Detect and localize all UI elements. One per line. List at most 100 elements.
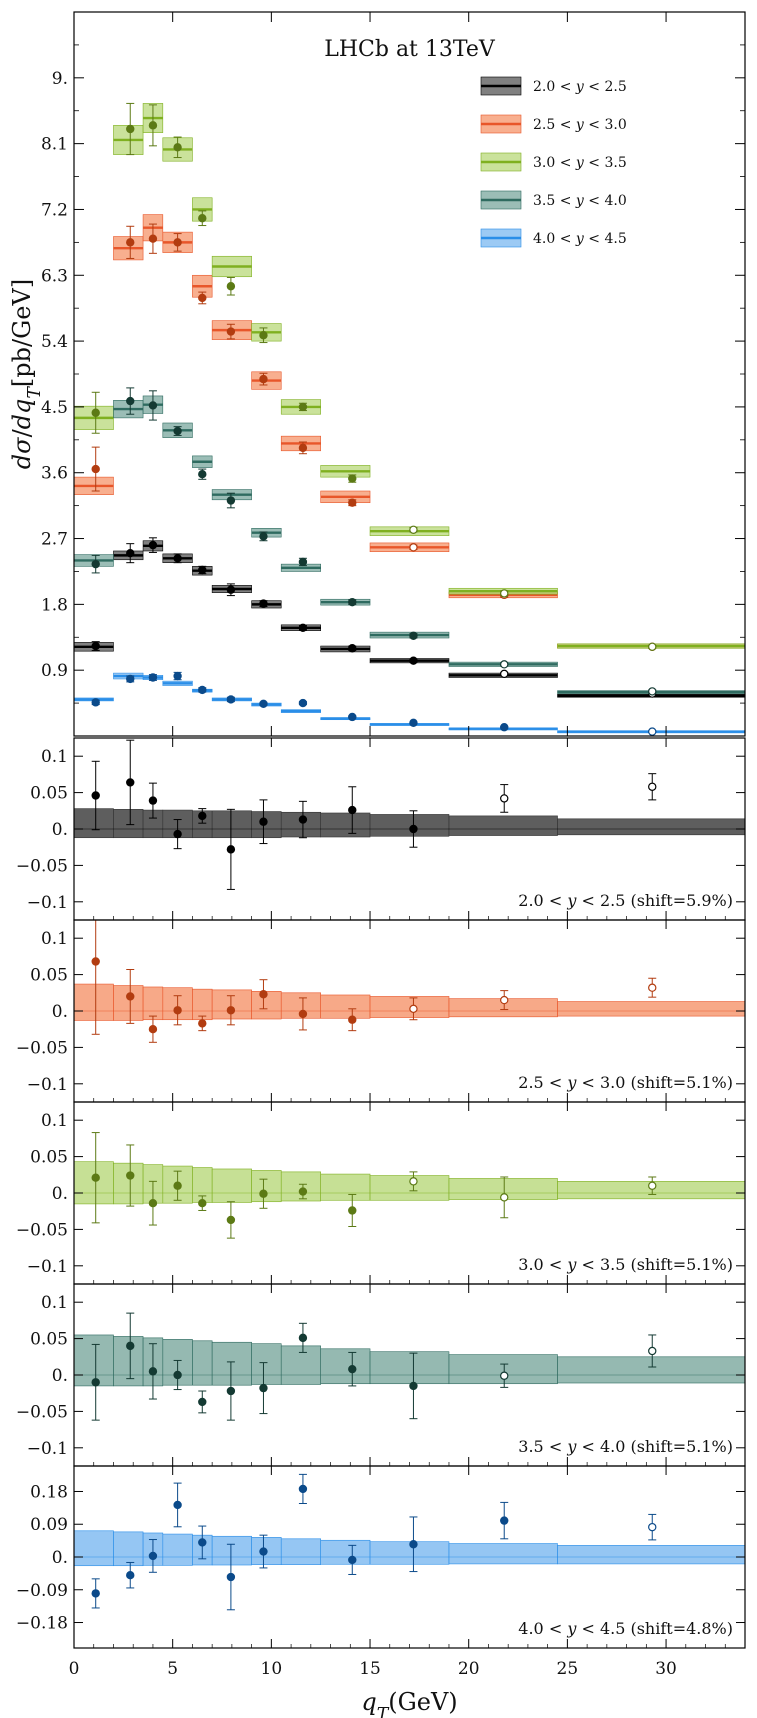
residual-point <box>91 1173 100 1182</box>
data-point <box>259 532 268 541</box>
residual-point <box>148 1024 158 1034</box>
data-point <box>198 685 207 695</box>
x-tick-label: 0 <box>69 1659 80 1679</box>
y-tick-label: 0.1 <box>41 747 68 767</box>
x-tick-label: 20 <box>458 1659 480 1679</box>
data-point <box>198 469 207 479</box>
residual-point <box>148 796 158 805</box>
legend-label: 4.0 < y < 4.5 <box>533 231 627 247</box>
data-point <box>348 474 357 483</box>
label-part: 4.0 < <box>518 1619 567 1638</box>
residual-band <box>448 815 558 836</box>
residual-band <box>557 1001 746 1017</box>
y-tick-label: 0. <box>52 1184 68 1204</box>
series-1 <box>73 537 746 698</box>
x-tick-label: 25 <box>557 1659 579 1679</box>
x-tick-label: 15 <box>359 1659 381 1679</box>
residual-band <box>113 985 144 1021</box>
label-part: [pb/GeV] <box>8 279 36 387</box>
residual-point <box>500 995 509 1005</box>
residual-band <box>369 1351 450 1385</box>
panel-label: 3.5 < y < 4.0 (shift=5.1%) <box>518 1437 733 1456</box>
residual-band <box>320 1348 371 1385</box>
data-point <box>126 238 135 247</box>
data-point <box>91 408 100 417</box>
residual-panel-1: 0.1 0.05 0. −0.05 −0.1 <box>16 737 746 921</box>
data-point <box>198 214 207 223</box>
label-part: σ <box>8 437 36 454</box>
residual-point <box>259 1547 268 1556</box>
label-part: < 2.5 (shift=5.9%) <box>576 891 733 910</box>
y-tick-label: 0.18 <box>30 1482 68 1502</box>
residual-band <box>251 1343 282 1385</box>
y-tick-label: 0.09 <box>30 1515 68 1535</box>
residual-point <box>409 1540 418 1549</box>
series-4 <box>73 387 746 696</box>
residual-band <box>211 810 252 839</box>
y-tick-label: 8.1 <box>41 135 68 155</box>
data-point <box>648 727 657 736</box>
data-point <box>409 718 418 728</box>
data-point <box>148 121 158 130</box>
data-point <box>91 698 100 707</box>
residual-point <box>648 782 657 791</box>
residual-point <box>298 1484 308 1494</box>
residual-panel-3: 0.1 0.05 0. −0.05 −0.1 <box>16 1101 746 1285</box>
residual-band <box>162 1533 193 1566</box>
label-part: T <box>25 386 45 399</box>
residual-point <box>198 1198 207 1208</box>
data-point <box>148 540 158 550</box>
label-part: dq <box>8 399 36 430</box>
data-point <box>173 238 182 247</box>
y-axis-label: dσ/dqT[pb/GeV] <box>8 279 45 469</box>
y-tick-label: 0.05 <box>30 1330 68 1350</box>
label-part: 3.5 < <box>533 193 576 209</box>
residual-point <box>173 1500 182 1510</box>
residual-point <box>409 1177 418 1186</box>
data-point <box>173 143 182 152</box>
residual-band <box>192 1340 213 1386</box>
residual-point <box>226 1386 236 1396</box>
residual-panel-4: 0.1 0.05 0. −0.05 −0.1 <box>16 1283 746 1467</box>
residual-point <box>148 1367 158 1376</box>
residual-point <box>259 1383 268 1393</box>
label-part: y <box>575 155 585 171</box>
residual-band <box>73 808 114 839</box>
y-tick-label: 0. <box>52 1366 68 1386</box>
residual-point <box>500 1193 509 1202</box>
residual-point <box>126 1171 135 1180</box>
data-point <box>500 660 509 669</box>
residual-panel-5: 0.18 0.09 0. −0.09 −0.18 <box>16 1465 746 1649</box>
label-part: < 4.5 (shift=4.8%) <box>576 1619 733 1638</box>
residual-point <box>648 1522 657 1532</box>
data-point <box>298 402 308 412</box>
panel-label: 2.5 < y < 3.0 (shift=5.1%) <box>518 1073 733 1092</box>
residual-point <box>198 1019 207 1028</box>
residual-band <box>73 1161 114 1205</box>
y-tick-label: 0.05 <box>30 784 68 804</box>
label-part: y <box>566 1255 577 1274</box>
data-point <box>409 631 418 641</box>
y-tick-label: 0.05 <box>30 966 68 986</box>
residual-band <box>251 1170 282 1203</box>
residual-point <box>91 791 100 800</box>
y-tick-label: −0.1 <box>27 1439 68 1459</box>
residual-point <box>126 1341 135 1351</box>
label-part: 3.0 < <box>518 1255 567 1274</box>
residual-point <box>198 811 207 821</box>
label-part: y <box>566 891 577 910</box>
y-tick-label: 4.5 <box>41 398 68 418</box>
data-point <box>409 656 418 665</box>
x-tick-label: 5 <box>167 1659 178 1679</box>
residual-point <box>91 957 100 966</box>
label-part: T <box>377 1705 390 1718</box>
y-tick-label: 0.1 <box>41 929 68 949</box>
residual-band <box>320 1173 371 1201</box>
residual-band <box>557 1356 746 1384</box>
series-5 <box>73 671 746 736</box>
data-point <box>298 623 308 632</box>
data-point <box>298 443 308 453</box>
data-point <box>148 234 158 243</box>
label-part: y <box>575 193 585 209</box>
